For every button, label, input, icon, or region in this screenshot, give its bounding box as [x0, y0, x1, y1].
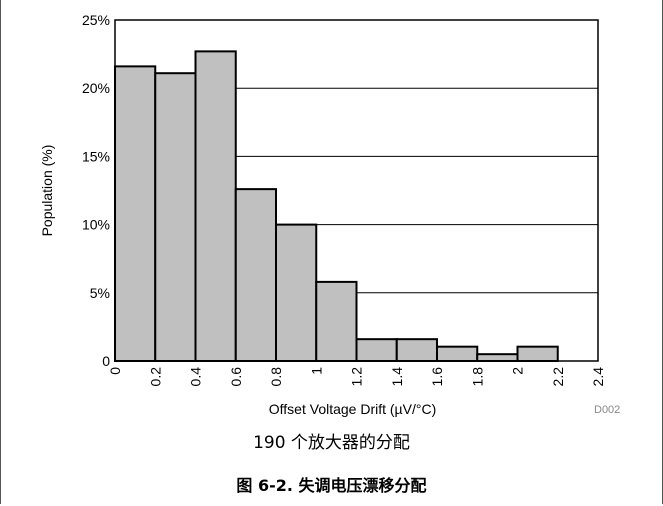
x-tick-label: 2 [510, 367, 526, 375]
x-axis-label: Offset Voltage Drift (µV/°C) [269, 401, 436, 417]
bar [436, 345, 479, 363]
x-tick-label: 1.6 [429, 367, 445, 387]
x-tick-label: 0.4 [188, 367, 204, 387]
plot-border [114, 19, 599, 362]
bar [355, 338, 398, 362]
figure-code: D002 [594, 404, 621, 416]
bar [234, 188, 277, 362]
histogram-chart: 0 5% 10% 15% 20% 25% 0 0.2 0.4 0.6 0.8 1 1.2 1.4 1.6 1… [39, 12, 606, 417]
bar [194, 50, 237, 362]
sub-caption: 190 个放大器的分配 [253, 433, 410, 453]
x-tick-label: 1.8 [469, 367, 485, 387]
bar [516, 345, 559, 363]
y-tick-label: 0 [102, 353, 110, 369]
bar [154, 72, 197, 362]
x-tick-label: 0.8 [268, 367, 284, 387]
bar [275, 223, 318, 362]
bar [476, 353, 519, 362]
y-tick-label: 15% [82, 148, 110, 164]
x-tick-labels: 0 0.2 0.4 0.6 0.8 1 1.2 1.4 1.6 1.8 2 2.2 2.4 [107, 367, 606, 387]
x-tick-label: 0 [107, 367, 123, 375]
bars [114, 50, 559, 363]
y-tick-label: 25% [82, 12, 110, 28]
y-tick-label: 20% [82, 80, 110, 96]
x-tick-label: 1.4 [389, 367, 405, 387]
x-tick-label: 2.2 [550, 367, 566, 387]
y-tick-label: 10% [82, 217, 110, 233]
x-tick-label: 0.2 [147, 367, 163, 387]
x-tick-label: 1.2 [349, 367, 365, 387]
y-tick-label: 5% [90, 285, 110, 301]
bar [114, 65, 157, 362]
y-tick-labels: 0 5% 10% 15% 20% 25% [82, 12, 110, 369]
bar [395, 338, 438, 362]
x-tick-label: 1 [308, 367, 324, 375]
figure-caption: 图 6-2. 失调电压漂移分配 [236, 476, 427, 495]
y-axis-label: Population (%) [39, 145, 55, 237]
x-tick-label: 2.4 [590, 367, 606, 387]
x-tick-label: 0.6 [228, 367, 244, 387]
bar [315, 280, 358, 362]
